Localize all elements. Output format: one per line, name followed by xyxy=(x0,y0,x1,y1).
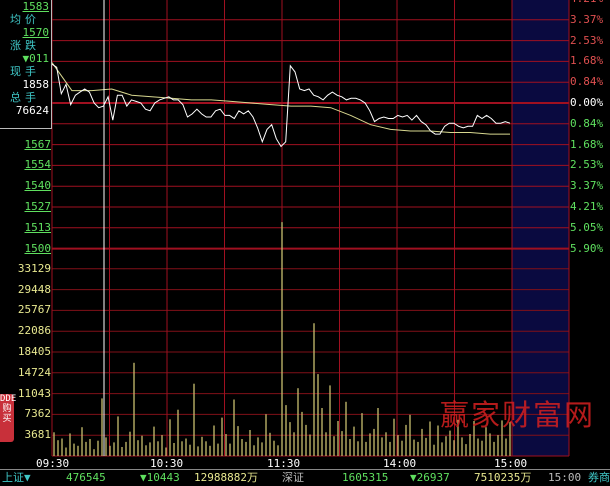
price-line xyxy=(51,63,511,148)
time-label: 10:30 xyxy=(150,457,184,470)
volume-axis-label: 29448 xyxy=(17,282,51,296)
percent-axis-label: 2.53% xyxy=(570,33,604,47)
sh-amount: 12988882万 xyxy=(194,471,258,484)
volume-axis-label: 14724 xyxy=(17,365,51,379)
percent-axis-label: 4.21% xyxy=(570,200,604,213)
percent-axis-label: 5.05% xyxy=(570,220,604,234)
total-volume-value: 76624 xyxy=(15,104,49,117)
avg-price-label: 均价 xyxy=(10,13,40,26)
index-status-bar: 上证▼ 476545 ▼10443 12988882万 深证 1605315 ▼… xyxy=(0,469,610,486)
avg-price-value: 1570 xyxy=(22,26,50,39)
time-label: 11:30 xyxy=(267,457,301,470)
time-label: 09:30 xyxy=(36,457,70,470)
sh-index-label[interactable]: 上证▼ xyxy=(2,471,31,484)
volume-axis-label: 33129 xyxy=(17,261,51,275)
percent-axis-label: 1.68% xyxy=(570,137,604,151)
sz-index-value: 1605315 xyxy=(342,471,389,484)
price-axis-label: 1527 xyxy=(24,200,52,213)
price-axis-label: 1513 xyxy=(24,220,52,234)
current-price: 1583 xyxy=(22,0,50,13)
volume-axis-label: 22086 xyxy=(17,324,51,338)
current-volume-value: 1858 xyxy=(22,78,50,91)
sh-index-change: ▼10443 xyxy=(140,471,180,484)
change-value: ▼011 xyxy=(22,52,50,65)
watermark: 赢家财富网 xyxy=(440,398,596,432)
price-axis-label: 1554 xyxy=(24,158,52,172)
price-axis-label: 1567 xyxy=(24,137,52,151)
price-axis-label: 1500 xyxy=(24,241,52,255)
sz-index-label[interactable]: 深证 xyxy=(282,471,304,484)
grid-lines xyxy=(51,0,570,457)
volume-axis-label: 7362 xyxy=(24,407,52,421)
sz-amount: 7510235万 xyxy=(474,471,532,484)
sz-index-change: ▼26937 xyxy=(410,471,450,484)
percent-axis-label: 3.37% xyxy=(570,12,604,26)
quote-info-panel: 1583 均价 1570 涨跌 ▼011 现手 1858 总手 76624 xyxy=(0,0,52,129)
volume-axis-label: 18405 xyxy=(17,345,51,358)
percent-axis-label: 0.84% xyxy=(570,116,604,130)
percent-axis-zero: 0.00% xyxy=(570,96,604,109)
volume-axis-label: 25767 xyxy=(17,303,51,317)
time-label: 14:00 xyxy=(383,457,417,470)
total-volume-label: 总手 xyxy=(10,91,40,104)
percent-axis-label: 5.90% xyxy=(570,241,604,255)
clock-time: 15:00 xyxy=(548,471,582,484)
average-price-line xyxy=(51,62,510,135)
dde-buy-badge[interactable]: DDE购买 xyxy=(0,394,16,442)
price-axis-label: 1540 xyxy=(24,179,52,193)
volume-axis-label: 3681 xyxy=(24,428,52,442)
volume-axis-label: 11043 xyxy=(17,386,51,400)
percent-axis-label: 2.53% xyxy=(570,158,604,172)
percent-axis-label: 1.68% xyxy=(570,54,604,68)
current-volume-label: 现手 xyxy=(10,65,40,78)
percent-axis-label: 0.84% xyxy=(570,75,604,89)
time-label: 15:00 xyxy=(494,457,528,470)
percent-axis-label: 4.21% xyxy=(570,0,610,5)
broker-tab[interactable]: 券商 xyxy=(588,471,610,484)
sh-index-value: 476545 xyxy=(66,471,106,484)
change-label: 涨跌 xyxy=(10,39,40,52)
percent-axis-label: 3.37% xyxy=(570,179,604,193)
volume-bars xyxy=(53,222,511,456)
